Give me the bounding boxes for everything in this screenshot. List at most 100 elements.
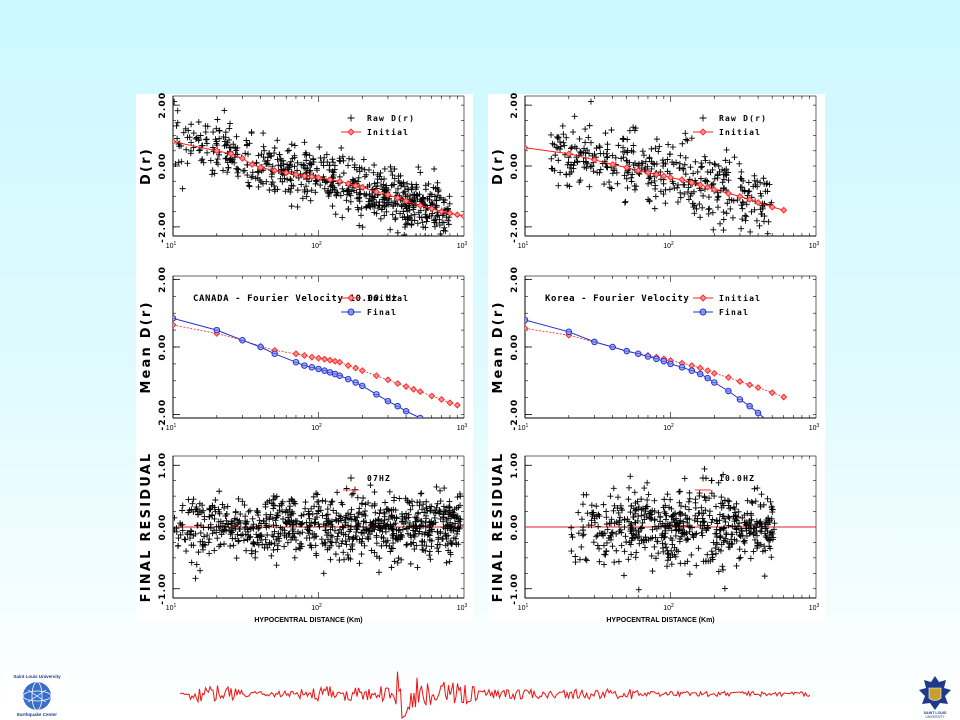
raw-point <box>264 157 271 164</box>
raw-point <box>221 541 228 548</box>
raw-point <box>651 523 658 530</box>
raw-point <box>310 158 317 165</box>
raw-point <box>754 542 761 549</box>
raw-point <box>337 513 344 520</box>
raw-point <box>415 209 422 216</box>
raw-point <box>228 525 235 532</box>
raw-point <box>600 542 607 549</box>
raw-point <box>739 216 746 223</box>
raw-point <box>264 160 271 167</box>
initial-point <box>292 171 300 178</box>
raw-point <box>391 198 398 205</box>
raw-point <box>340 549 347 556</box>
raw-point <box>672 532 679 539</box>
raw-point <box>383 208 390 215</box>
raw-point <box>221 142 228 149</box>
raw-point <box>657 188 664 195</box>
raw-point <box>278 162 285 169</box>
initial-point <box>780 393 788 401</box>
initial-point <box>321 355 328 363</box>
raw-point <box>396 526 403 533</box>
raw-point <box>286 162 293 169</box>
initial-point <box>372 372 380 380</box>
raw-point <box>291 534 298 541</box>
raw-point <box>610 507 617 514</box>
raw-point <box>325 187 332 194</box>
y-tick-label: -2.00 <box>510 399 520 431</box>
initial-point <box>724 373 732 381</box>
raw-point <box>677 519 684 526</box>
raw-point <box>385 201 392 208</box>
raw-point <box>348 516 355 523</box>
raw-point <box>200 546 207 553</box>
raw-point <box>307 167 314 174</box>
raw-point <box>714 172 721 179</box>
raw-point <box>715 568 722 575</box>
raw-point <box>742 217 749 224</box>
raw-point <box>649 507 656 514</box>
raw-point <box>611 520 618 527</box>
raw-point <box>637 525 644 532</box>
raw-point <box>336 557 343 564</box>
raw-point <box>388 182 395 189</box>
raw-point <box>632 507 639 514</box>
raw-point <box>739 528 746 535</box>
raw-point <box>370 186 377 193</box>
raw-point <box>284 147 291 154</box>
raw-point <box>723 171 730 178</box>
raw-point <box>450 512 457 519</box>
raw-point <box>445 217 452 224</box>
raw-point <box>748 208 755 215</box>
x-tick-label: 102 <box>663 241 674 250</box>
raw-point <box>233 555 240 562</box>
raw-point <box>194 522 201 529</box>
legend-entry: 07HZ <box>347 474 390 483</box>
raw-point <box>621 199 628 206</box>
raw-point <box>229 535 236 542</box>
legend-label: Final <box>719 307 749 317</box>
raw-point <box>602 551 609 558</box>
raw-point <box>724 497 731 504</box>
svg-text:Saint Louis University: Saint Louis University <box>13 674 61 679</box>
raw-point <box>314 498 321 505</box>
raw-point <box>684 536 691 543</box>
raw-point <box>196 147 203 154</box>
raw-point <box>407 540 414 547</box>
raw-point <box>446 498 453 505</box>
y-tick-label: 0.00 <box>158 333 168 360</box>
raw-point <box>383 542 390 549</box>
raw-point <box>588 522 595 529</box>
raw-point <box>442 542 449 549</box>
initial-point <box>344 362 352 370</box>
raw-point <box>404 220 411 227</box>
raw-point <box>361 527 368 534</box>
raw-point <box>303 176 310 183</box>
raw-point <box>682 171 689 178</box>
raw-point <box>237 511 244 518</box>
raw-point <box>721 524 728 531</box>
raw-point <box>563 134 570 141</box>
initial-point <box>227 150 235 158</box>
raw-point <box>226 120 233 127</box>
raw-point <box>404 530 411 537</box>
raw-point <box>201 541 208 548</box>
raw-point <box>269 179 276 186</box>
raw-point <box>351 513 358 520</box>
raw-point <box>416 502 423 509</box>
raw-point <box>570 129 577 136</box>
raw-point <box>319 512 326 519</box>
raw-point <box>255 169 262 176</box>
raw-point <box>312 189 319 196</box>
raw-point <box>733 500 740 507</box>
raw-point <box>256 532 263 539</box>
raw-point <box>654 538 661 545</box>
initial-point <box>352 364 360 372</box>
raw-point <box>315 503 322 510</box>
raw-point <box>329 203 336 210</box>
raw-point <box>646 510 653 517</box>
raw-point <box>288 182 295 189</box>
raw-point <box>211 547 218 554</box>
raw-point <box>663 563 670 570</box>
raw-point <box>365 535 372 542</box>
raw-point <box>719 566 726 573</box>
